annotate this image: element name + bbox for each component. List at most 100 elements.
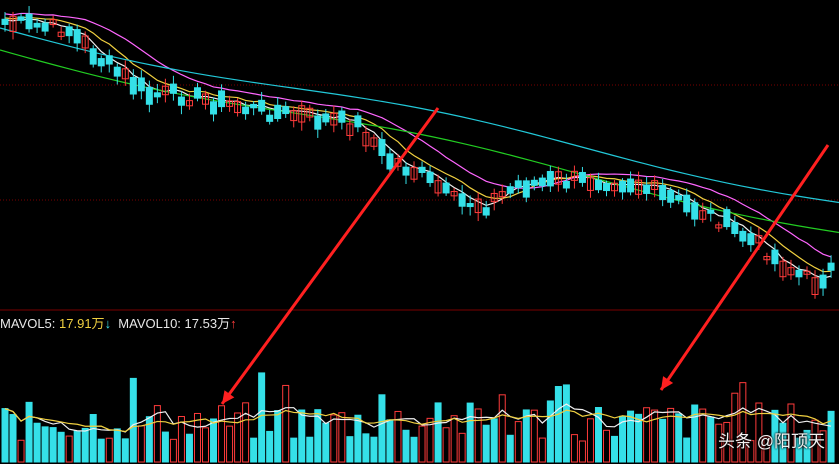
candle-body: [73, 29, 81, 44]
arrowhead-icon: [661, 376, 674, 390]
volume-bar: [274, 410, 282, 463]
candle-body: [715, 224, 723, 229]
candle-body: [137, 77, 145, 92]
candle-body: [290, 110, 298, 122]
volume-bar: [514, 421, 522, 463]
candle-body: [747, 233, 755, 246]
candle-body: [482, 207, 490, 216]
candle-body: [177, 96, 185, 106]
volume-bar: [145, 416, 153, 463]
candle-body: [811, 277, 819, 295]
down-trend-arrow-icon: ↓: [104, 316, 112, 331]
ma20-line: [4, 12, 832, 258]
candle-body: [506, 186, 514, 194]
volume-bars: [1, 372, 835, 463]
volume-bar: [226, 425, 234, 463]
volume-bar: [394, 410, 402, 463]
candle-body: [370, 137, 378, 147]
volume-bar: [121, 438, 129, 463]
red-annotation-arrow-icon: [220, 107, 440, 405]
volume-bar: [627, 410, 635, 463]
candlesticks: [1, 6, 835, 299]
volume-bar: [169, 438, 177, 463]
red-annotation-arrow-icon: [659, 144, 830, 391]
candle-body: [113, 66, 121, 77]
volume-bar: [250, 437, 258, 463]
candle-body: [25, 13, 33, 30]
candle-body: [145, 86, 153, 105]
volume-bar: [659, 418, 667, 463]
volume-bar: [586, 418, 594, 463]
volume-bar: [370, 436, 378, 463]
volume-bar: [177, 416, 185, 463]
volume-bar: [1, 408, 9, 463]
volume-bar: [731, 392, 739, 463]
volume-bar: [49, 427, 57, 463]
volume-bar: [723, 421, 731, 463]
volume-bar: [554, 386, 562, 463]
volume-bar: [193, 412, 201, 463]
volume-bar: [562, 384, 570, 463]
candle-body: [683, 194, 691, 213]
volume-bar: [242, 402, 250, 463]
candle-body: [282, 106, 290, 115]
volume-bar: [338, 412, 346, 463]
candle-body: [562, 180, 570, 189]
candle-body: [306, 107, 314, 118]
volume-bar: [498, 394, 506, 463]
candle-body: [210, 101, 218, 115]
volume-bar: [771, 409, 779, 463]
volume-bar: [378, 394, 386, 463]
volume-bar: [458, 432, 466, 463]
volume-indicator-header: MAVOL5: 17.91万↓ MAVOL10: 17.53万↑: [0, 315, 237, 333]
volume-bar: [426, 417, 434, 463]
mavol10-line: [4, 408, 832, 433]
volume-bar: [643, 407, 651, 463]
candle-body: [258, 99, 266, 112]
candle-body: [723, 209, 731, 228]
volume-average-lines: [4, 403, 832, 433]
candle-body: [386, 153, 394, 170]
candle-body: [402, 166, 410, 176]
candle-body: [787, 267, 795, 276]
volume-bar: [113, 428, 121, 463]
candle-body: [314, 115, 322, 130]
ma5-line: [4, 18, 832, 279]
volume-bar: [153, 405, 161, 463]
candle-body: [49, 19, 57, 26]
ma120-line: [0, 27, 839, 204]
volume-bar: [715, 423, 723, 463]
volume-bar: [667, 407, 675, 463]
candle-body: [226, 100, 234, 107]
volume-bar: [129, 377, 137, 463]
volume-bar: [755, 402, 763, 463]
candle-body: [691, 202, 699, 220]
candle-body: [771, 249, 779, 265]
candle-body: [202, 93, 209, 105]
candle-body: [450, 190, 458, 197]
candle-body: [274, 104, 282, 120]
volume-bar: [234, 412, 242, 463]
candle-body: [779, 260, 787, 278]
candle-body: [81, 35, 89, 49]
volume-bar: [418, 425, 426, 463]
volume-bar: [202, 427, 209, 463]
candle-body: [707, 209, 715, 214]
candle-body: [250, 103, 258, 109]
volume-bar: [490, 418, 498, 463]
candle-body: [9, 15, 17, 32]
candle-body: [586, 177, 594, 191]
candle-body: [121, 68, 129, 80]
volume-bar: [570, 434, 578, 463]
volume-bar: [442, 427, 450, 463]
candle-body: [594, 179, 602, 191]
watermark: 头条 @阳顶天: [718, 432, 825, 451]
volume-bar: [530, 409, 538, 463]
volume-bar: [578, 440, 586, 463]
volume-bar: [635, 413, 643, 463]
volume-bar: [185, 433, 193, 463]
volume-bar: [691, 404, 699, 463]
candle-body: [266, 114, 274, 122]
candle-body: [498, 191, 506, 198]
candle-body: [129, 76, 137, 95]
